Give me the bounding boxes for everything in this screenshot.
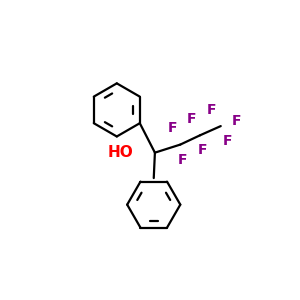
Text: F: F [167, 122, 177, 135]
Text: F: F [232, 115, 242, 128]
Text: F: F [187, 112, 196, 126]
Text: F: F [197, 143, 207, 157]
Text: F: F [223, 134, 232, 148]
Text: HO: HO [107, 145, 133, 160]
Text: F: F [207, 103, 216, 117]
Text: F: F [178, 153, 188, 166]
